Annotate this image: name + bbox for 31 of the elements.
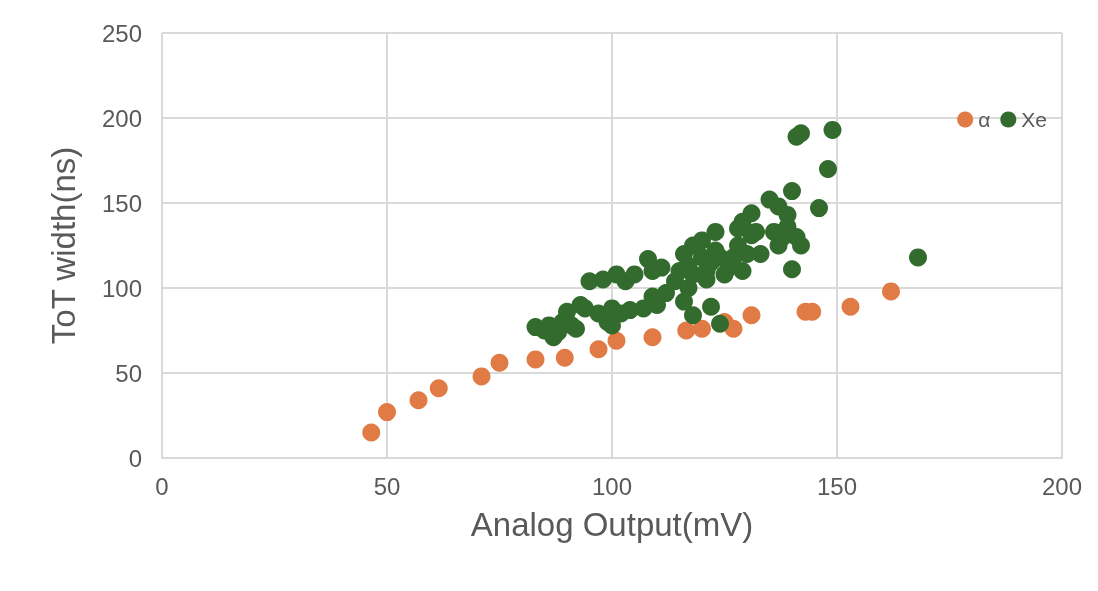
y-tick-label: 0 <box>128 444 142 472</box>
point <box>526 350 545 369</box>
x-tick-label: 100 <box>591 472 633 500</box>
point <box>589 340 608 359</box>
point <box>607 331 626 350</box>
point <box>643 328 662 347</box>
y-tick-label: 200 <box>101 104 142 132</box>
x-tick-label: 50 <box>373 472 401 500</box>
point <box>742 306 761 325</box>
y-tick-label: 150 <box>101 189 142 217</box>
legend-label: Xe <box>1021 108 1047 131</box>
y-axis-title: ToT width(ns) <box>45 146 82 345</box>
point <box>472 367 491 386</box>
point <box>841 297 860 316</box>
point <box>490 353 509 372</box>
point <box>555 348 574 367</box>
y-tick-label: 100 <box>101 274 142 302</box>
point <box>362 423 381 442</box>
point <box>677 321 696 340</box>
x-tick-label: 200 <box>1041 472 1083 500</box>
point <box>378 403 396 422</box>
y-tick-label: 250 <box>101 19 142 47</box>
x-tick-label: 150 <box>816 472 858 500</box>
point <box>882 282 900 301</box>
point <box>429 379 448 398</box>
y-tick-label: 50 <box>115 359 142 387</box>
x-tick-label: 0 <box>155 472 169 500</box>
point <box>693 319 711 338</box>
legend-label: α <box>978 108 991 131</box>
x-axis-title: Analog Output(mV) <box>470 506 754 543</box>
point <box>409 391 428 410</box>
